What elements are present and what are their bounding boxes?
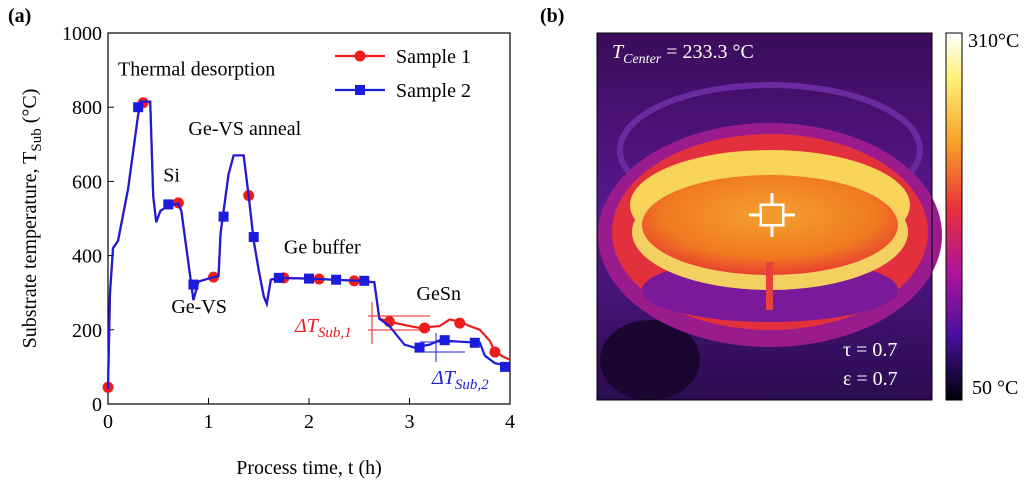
y-axis-label-part: (°C) <box>19 89 41 129</box>
y-axis-label-part: Substrate temperature, T <box>19 152 41 349</box>
colorbar <box>945 32 963 401</box>
x-tick-label: 0 <box>103 411 113 433</box>
annotation: Thermal desorption <box>118 59 275 81</box>
marker <box>273 272 284 283</box>
marker <box>454 317 466 329</box>
marker <box>248 232 259 243</box>
x-tick-label: 2 <box>304 411 314 433</box>
delta-subscript: Sub,1 <box>318 325 352 341</box>
y-tick-label: 200 <box>72 320 102 342</box>
marker <box>133 102 144 113</box>
annotation: Ge-VS anneal <box>188 118 301 140</box>
center-temperature: TCenter = 233.3 °C <box>612 41 754 67</box>
marker <box>489 346 501 358</box>
marker <box>359 275 370 286</box>
annotation: Ge-VS <box>171 296 227 318</box>
marker <box>499 361 510 372</box>
delta-subscript: Sub,2 <box>455 377 489 393</box>
annotation: GeSn <box>417 283 461 305</box>
panel-label: (b) <box>540 5 564 27</box>
y-tick-label: 0 <box>92 394 102 416</box>
x-tick-label: 4 <box>505 411 515 433</box>
delta-label: ΔTSub,1 <box>294 315 352 341</box>
marker <box>439 335 450 346</box>
delta-symbol: ΔT <box>294 315 320 337</box>
y-axis-label: Substrate temperature, TSub (°C) <box>19 89 45 349</box>
annotation: Ge buffer <box>284 237 361 259</box>
x-tick-label: 1 <box>204 411 214 433</box>
panel-label: (a) <box>8 5 31 27</box>
colorbar-max: 310°C <box>968 30 1019 52</box>
y-axis-label-part: Sub <box>29 128 45 151</box>
legend-label: Sample 1 <box>396 46 471 68</box>
y-tick-label: 1000 <box>62 23 102 45</box>
epsilon-label: ε = 0.7 <box>843 368 898 390</box>
colorbar-min: 50 °C <box>972 377 1018 399</box>
delta-symbol: ΔT <box>431 367 457 389</box>
marker <box>304 273 314 284</box>
x-axis-label: Process time, t (h) <box>236 457 382 479</box>
marker <box>414 342 425 353</box>
legend-marker <box>354 50 366 62</box>
x-tick-label: 3 <box>405 411 415 433</box>
marker <box>218 211 229 222</box>
marker <box>331 274 342 285</box>
marker <box>469 337 480 348</box>
legend-marker <box>355 85 365 95</box>
thermal-image <box>596 32 942 401</box>
marker <box>188 279 199 290</box>
annotation: Si <box>163 164 180 186</box>
y-tick-label: 600 <box>72 171 102 193</box>
series-line <box>106 100 511 390</box>
y-tick-label: 800 <box>72 97 102 119</box>
marker <box>419 322 431 334</box>
legend-label: Sample 2 <box>396 80 471 102</box>
marker <box>163 199 174 210</box>
tau-label: τ = 0.7 <box>843 339 897 361</box>
delta-label: ΔTSub,2 <box>431 367 489 393</box>
y-tick-label: 400 <box>72 246 102 268</box>
